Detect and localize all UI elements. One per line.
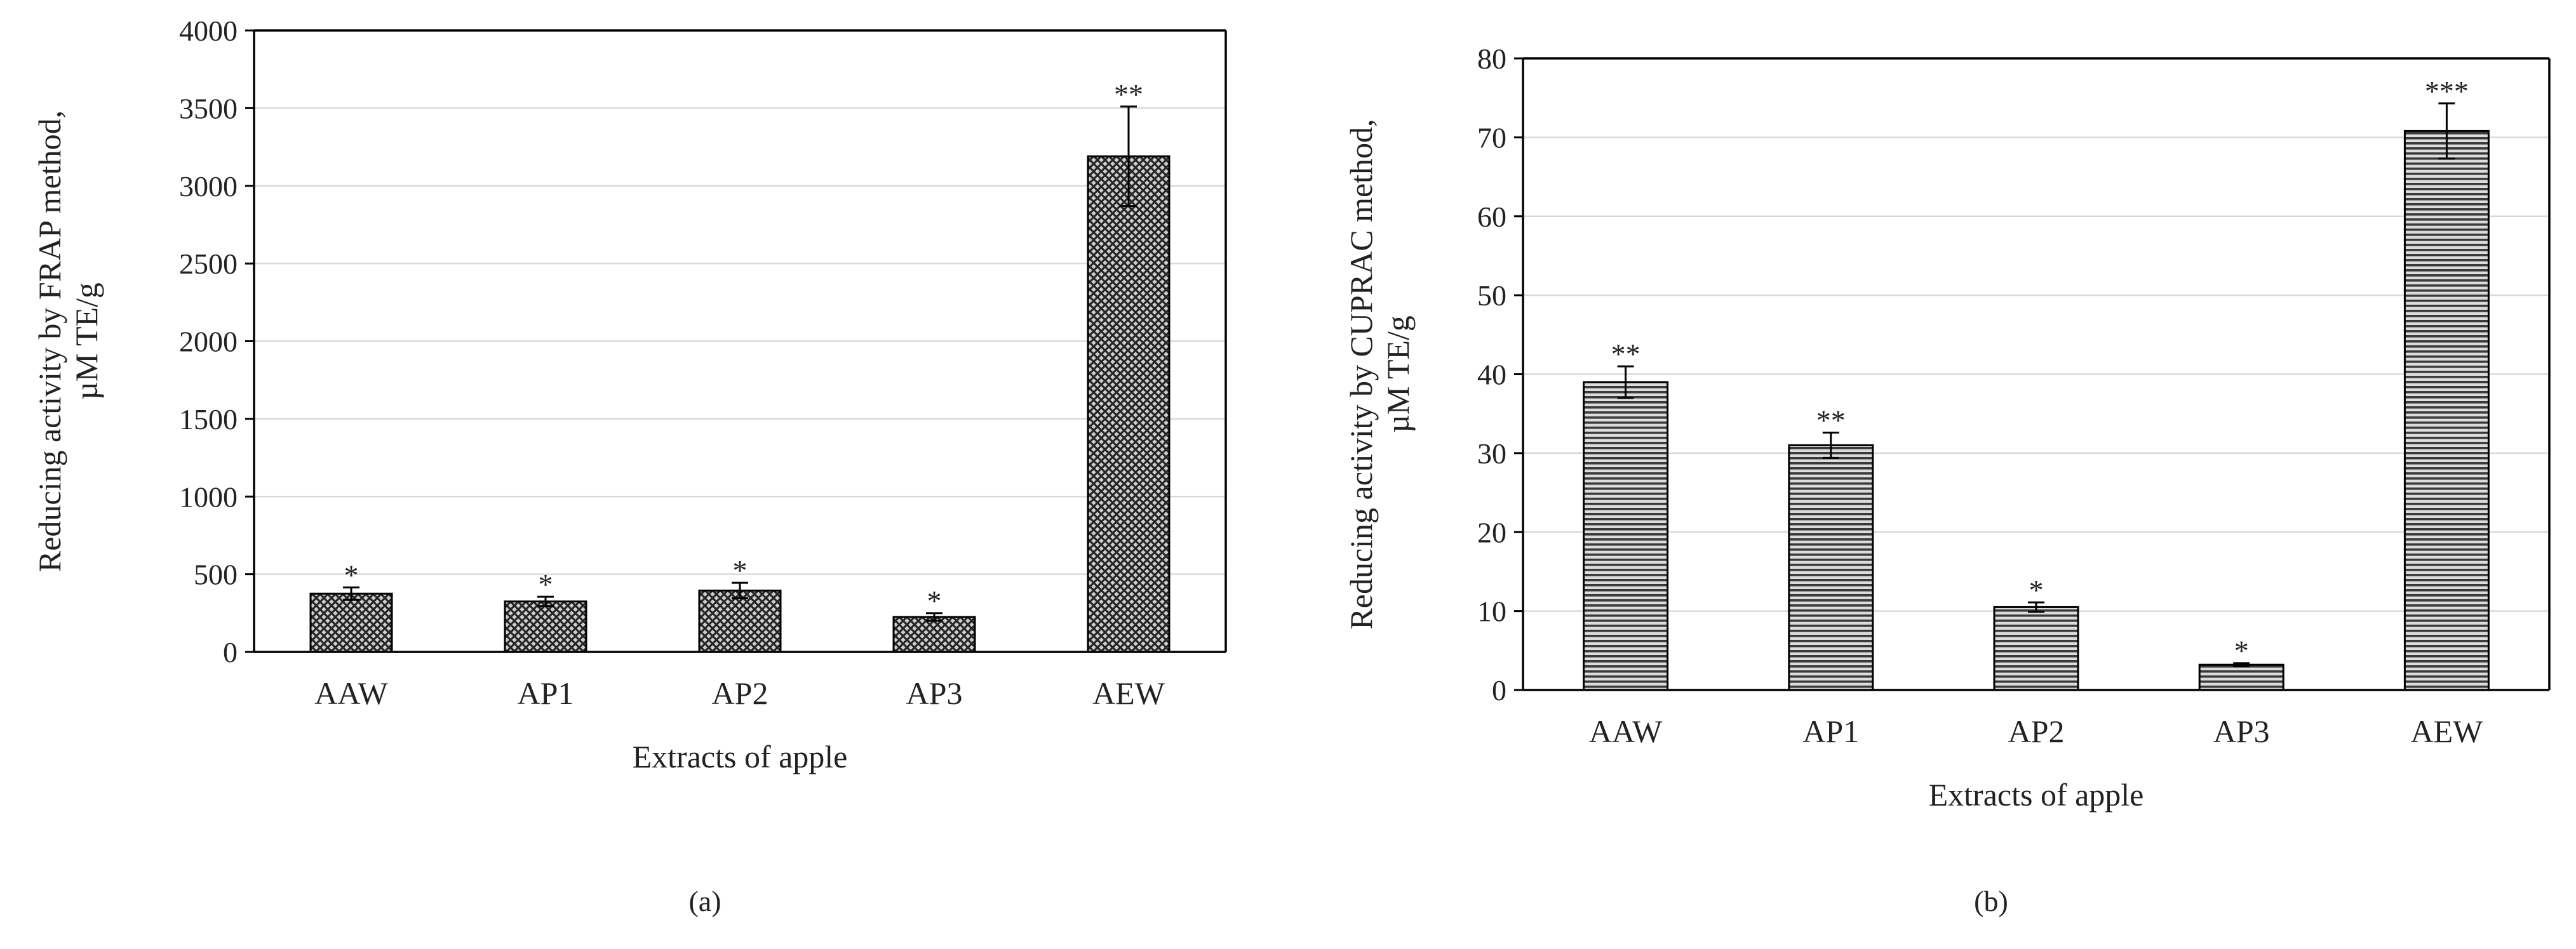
significance-mark: *: [2029, 574, 2044, 606]
chart-cuprac: 0 10 20 30 40 50 60 70 80 ** AAW ** AP1 * AP2 * AP3 *** AE…: [1343, 43, 2551, 813]
significance-mark: *: [2234, 635, 2249, 667]
significance-mark: *: [927, 585, 942, 617]
x-tick-label: AAW: [314, 675, 388, 711]
bar-ap3: [892, 616, 976, 653]
y-tick-label: 50: [1477, 279, 1506, 312]
y-tick-label: 40: [1477, 359, 1506, 391]
y-axis-title-line: µM TE/g: [1380, 315, 1416, 433]
significance-mark: *: [539, 568, 553, 601]
bar-ap2: [1993, 606, 2079, 691]
y-tick-label: 0: [223, 636, 238, 668]
y-tick-label: 1000: [179, 481, 238, 513]
significance-mark: ***: [2425, 75, 2469, 107]
y-axis-title-line: Reducing activity by FRAP method,: [32, 110, 67, 572]
x-axis-title: Extracts of apple: [1929, 777, 2144, 813]
x-tick-label: AAW: [1589, 713, 1663, 749]
x-tick-label: AEW: [2410, 713, 2483, 749]
panel-label-b: (b): [1974, 885, 2008, 917]
y-tick-label: 10: [1477, 595, 1506, 628]
y-tick-label: 0: [1492, 674, 1506, 707]
y-tick-label: 70: [1477, 121, 1506, 154]
y-tick-label: 2000: [179, 326, 238, 358]
x-tick-label: AP1: [1802, 713, 1859, 749]
significance-mark: **: [1114, 78, 1143, 110]
significance-mark: **: [1816, 404, 1846, 437]
x-tick-label: AP3: [906, 675, 963, 711]
significance-mark: *: [344, 559, 359, 591]
y-axis-title-line: µM TE/g: [69, 282, 104, 400]
y-tick-label: 3500: [179, 92, 238, 124]
y-tick-label: 30: [1477, 437, 1506, 470]
x-tick-label: AP3: [2213, 713, 2270, 749]
y-tick-label: 20: [1477, 516, 1506, 548]
bar-aaw: [309, 592, 393, 653]
y-tick-label: 500: [194, 559, 238, 591]
bar-aew: [1087, 155, 1171, 653]
x-tick-label: AEW: [1092, 675, 1165, 711]
bar-ap2: [698, 589, 782, 653]
panel-label-a: (a): [688, 885, 721, 917]
y-tick-label: 4000: [179, 15, 238, 47]
bar-ap1: [1788, 444, 1874, 691]
bar-aew: [2403, 129, 2490, 691]
y-tick-label: 60: [1477, 201, 1506, 233]
bar-ap3: [2198, 663, 2284, 691]
x-tick-label: AP1: [518, 675, 574, 711]
y-tick-label: 2500: [179, 248, 238, 280]
significance-mark: **: [1611, 338, 1640, 370]
x-tick-label: AP2: [2008, 713, 2065, 749]
bar-ap1: [504, 600, 587, 653]
chart-frap: 0 500 1000 1500 2000 2500 3000 3500 4000 * AAW * AP1…: [32, 15, 1227, 774]
bar-aaw: [1583, 381, 1669, 691]
y-tick-label: 3000: [179, 170, 238, 202]
x-tick-label: AP2: [712, 675, 768, 711]
y-tick-label: 1500: [179, 403, 238, 435]
y-tick-label: 80: [1477, 43, 1506, 75]
significance-mark: *: [733, 554, 748, 587]
x-axis-title: Extracts of apple: [633, 739, 848, 774]
y-axis-title-line: Reducing activity by CUPRAC method,: [1343, 119, 1379, 629]
